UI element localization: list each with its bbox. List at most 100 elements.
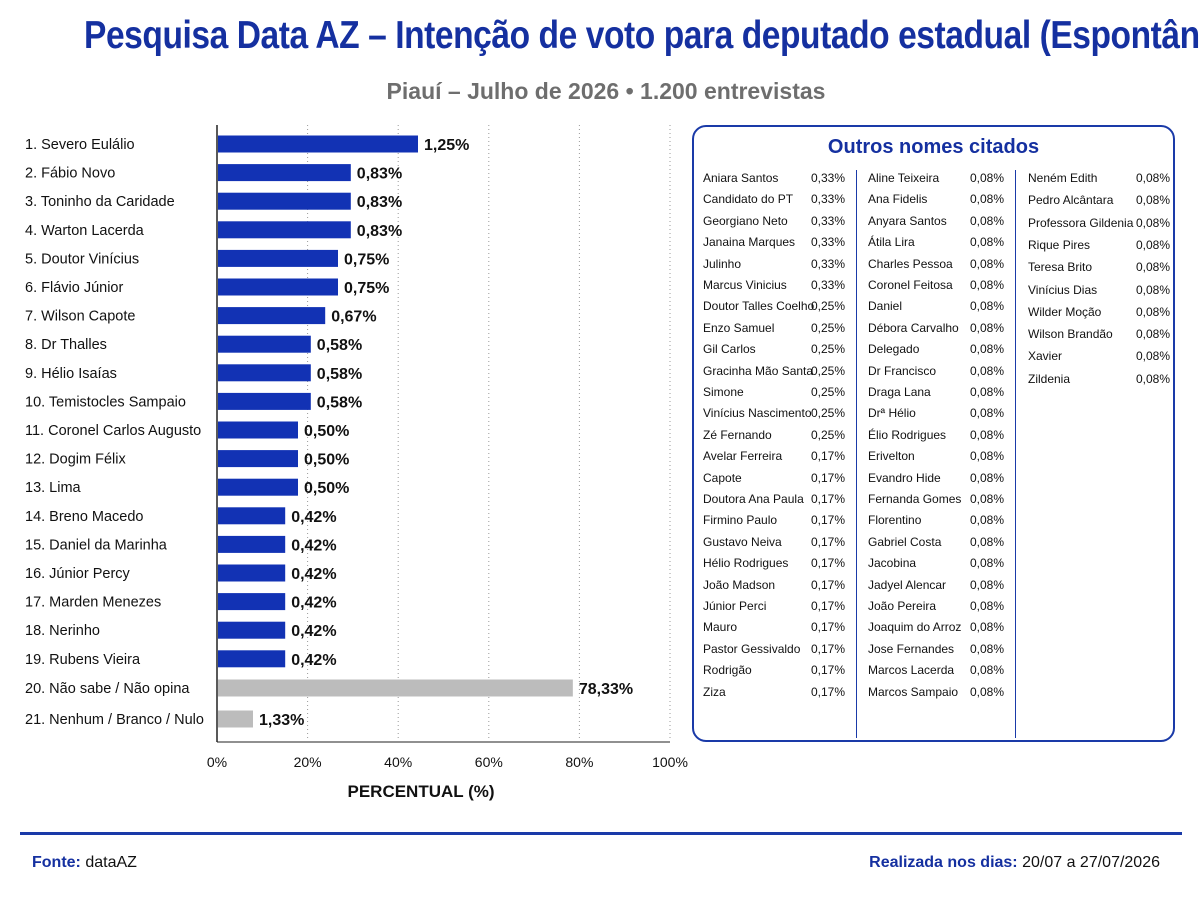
others-name: Evandro Hide xyxy=(868,470,941,485)
footer-source: Fonte: dataAZ xyxy=(32,854,137,872)
x-tick-label: 100% xyxy=(652,754,688,770)
others-name: Teresa Brito xyxy=(1028,260,1093,275)
others-value: 0,08% xyxy=(970,385,1005,399)
others-value: 0,33% xyxy=(811,256,846,271)
page-subtitle: Piauí – Julho de 2026 • 1.200 entrevista… xyxy=(386,78,826,104)
others-value: 0,33% xyxy=(811,235,846,250)
others-list-item: Mauro 0,17% xyxy=(703,620,853,638)
others-value: 0,08% xyxy=(970,406,1005,421)
others-list-item: Professora Gildenia 0,08% xyxy=(1028,216,1178,234)
others-value: 0,08% xyxy=(970,192,1005,207)
others-list-item: Élio Rodrigues 0,08% xyxy=(868,428,1018,446)
others-list-item: Débora Carvalho 0,08% xyxy=(868,321,1018,339)
footer-source-value: dataAZ xyxy=(85,854,137,871)
others-name: Draga Lana xyxy=(868,385,931,399)
others-value: 0,17% xyxy=(811,577,846,592)
category-label: 13. Lima xyxy=(25,480,82,496)
others-value: 0,08% xyxy=(970,213,1005,228)
others-name: Élio Rodrigues xyxy=(868,427,947,442)
bar xyxy=(218,621,286,639)
others-value: 0,08% xyxy=(1136,304,1171,319)
others-list-item: Draga Lana 0,08% xyxy=(868,385,1018,403)
others-list-item: Charles Pessoa 0,08% xyxy=(868,257,1018,275)
others-list-item: Candidato do PT 0,33% xyxy=(703,192,853,210)
others-value: 0,08% xyxy=(970,299,1005,314)
others-name: Daniel xyxy=(868,299,903,314)
others-name: Jacobina xyxy=(868,556,917,571)
bar xyxy=(218,278,338,296)
category-label: 8. Dr Thalles xyxy=(25,337,107,353)
others-value: 0,17% xyxy=(811,492,846,506)
bar xyxy=(218,392,311,410)
others-name: Ana Fidelis xyxy=(868,192,928,207)
others-list-item: Fernanda Gomes 0,08% xyxy=(868,492,1018,510)
category-label: 12. Dogim Félix xyxy=(25,452,126,468)
others-list-item: Gabriel Costa 0,08% xyxy=(868,535,1018,553)
others-name: Gil Carlos xyxy=(703,342,756,357)
others-name: Gabriel Costa xyxy=(868,534,942,549)
others-name: Marcos Sampaio xyxy=(868,684,959,699)
others-name: Vinícius Nascimento xyxy=(703,406,812,421)
others-list-item: Coronel Feitosa 0,08% xyxy=(868,278,1018,296)
others-panel xyxy=(692,125,1175,742)
others-value: 0,25% xyxy=(811,320,846,335)
others-list-item: Gil Carlos 0,25% xyxy=(703,342,853,360)
others-value: 0,25% xyxy=(811,363,846,378)
others-name: João Madson xyxy=(703,577,776,592)
others-value: 0,08% xyxy=(970,363,1005,378)
others-value: 0,08% xyxy=(1136,215,1171,230)
others-value: 0,33% xyxy=(811,171,846,185)
others-name: Aline Teixeira xyxy=(868,171,940,185)
others-list-item: Ana Fidelis 0,08% xyxy=(868,192,1018,210)
category-label: 17. Marden Menezes xyxy=(25,595,161,611)
others-list-item: Rique Pires 0,08% xyxy=(1028,238,1178,256)
bar xyxy=(218,450,298,468)
bar xyxy=(218,478,298,496)
others-value: 0,08% xyxy=(970,256,1005,271)
others-value: 0,08% xyxy=(970,427,1005,442)
others-name: Xavier xyxy=(1028,349,1063,364)
others-list-item: Pedro Alcântara 0,08% xyxy=(1028,193,1178,211)
data-label: 0,42% xyxy=(291,595,336,612)
others-list-item: Jacobina 0,08% xyxy=(868,556,1018,574)
data-label: 0,83% xyxy=(357,223,402,240)
others-name: Georgiano Neto xyxy=(703,213,788,228)
others-column-separator xyxy=(856,170,857,738)
others-name: Doutor Talles Coelho xyxy=(703,299,815,314)
others-value: 0,08% xyxy=(1136,327,1171,342)
category-label: 5. Doutor Vinícius xyxy=(25,251,139,267)
bar xyxy=(218,421,298,439)
others-name: Pastor Gessivaldo xyxy=(703,641,801,656)
bar xyxy=(218,564,286,582)
others-list-item: Simone 0,25% xyxy=(703,385,853,403)
others-name: Aniara Santos xyxy=(703,171,779,185)
others-value: 0,33% xyxy=(811,192,846,207)
others-value: 0,08% xyxy=(970,577,1005,592)
others-list-item: Rodrigão 0,17% xyxy=(703,663,853,681)
others-name: Janaina Marques xyxy=(703,235,796,250)
footer-dates-value: 20/07 a 27/07/2026 xyxy=(1022,854,1160,871)
others-value: 0,25% xyxy=(811,406,846,421)
bar-chart: 0% 20% 40% 60% 80% 100% PERCENTUAL (%) 1. Sever… xyxy=(25,125,688,801)
others-list-item: Pastor Gessivaldo 0,17% xyxy=(703,642,853,660)
others-list-item: Daniel 0,08% xyxy=(868,299,1018,317)
others-list-item: Ziza 0,17% xyxy=(703,685,853,703)
category-label: 2. Fábio Novo xyxy=(25,166,115,182)
footer-divider xyxy=(20,832,1182,835)
others-value: 0,08% xyxy=(1136,260,1171,275)
others-value: 0,25% xyxy=(811,427,846,442)
others-name: Neném Edith xyxy=(1028,171,1098,185)
others-value: 0,33% xyxy=(811,278,846,292)
others-name: Wilson Brandão xyxy=(1028,327,1113,342)
others-name: Gracinha Mão Santa xyxy=(703,363,814,378)
others-name: Avelar Ferreira xyxy=(703,449,783,464)
category-label: 15. Daniel da Marinha xyxy=(25,537,168,553)
data-label: 0,67% xyxy=(331,309,376,326)
others-name: Jadyel Alencar xyxy=(868,577,947,592)
others-value: 0,08% xyxy=(1136,282,1171,297)
others-name: Candidato do PT xyxy=(703,192,794,207)
others-value: 0,08% xyxy=(970,449,1005,464)
category-label: 21. Nenhum / Branco / Nulo xyxy=(25,712,204,728)
others-list-item: Marcos Lacerda 0,08% xyxy=(868,663,1018,681)
others-name: Enzo Samuel xyxy=(703,320,775,335)
